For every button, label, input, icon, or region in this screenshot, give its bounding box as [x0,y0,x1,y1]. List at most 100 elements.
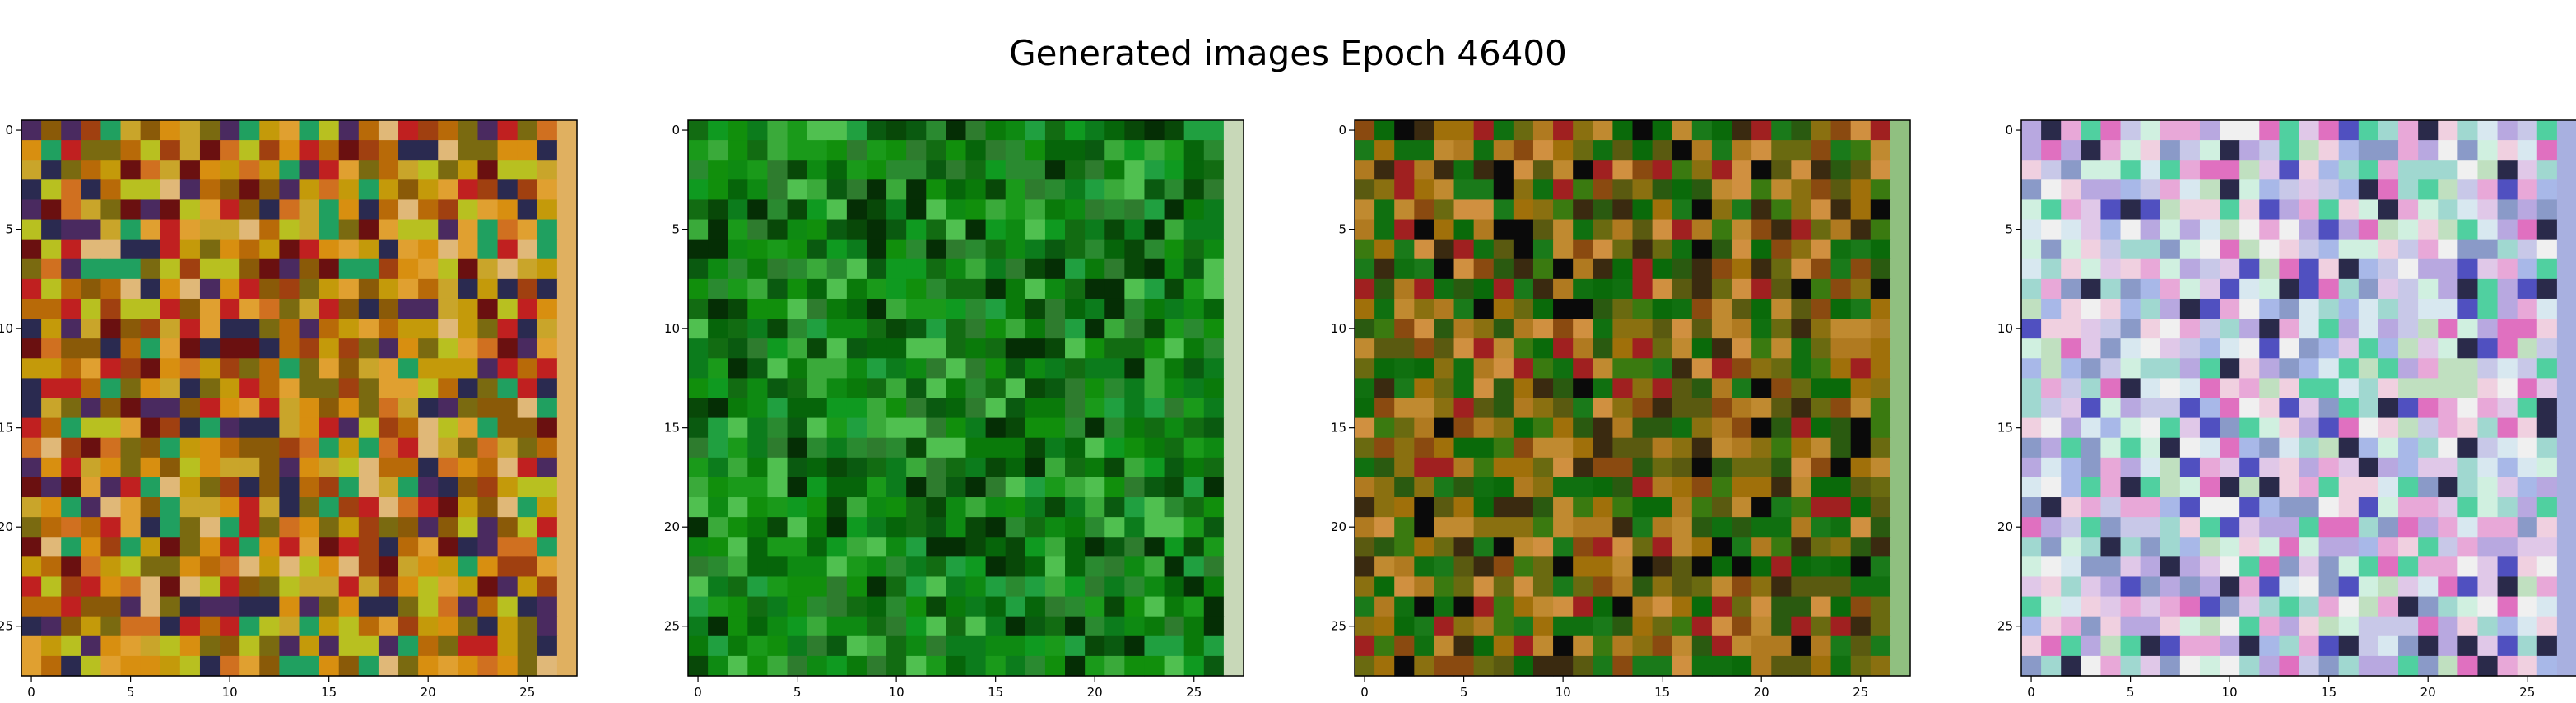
pixel-cell [2497,258,2518,280]
pixel-cell [1124,378,1146,399]
pixel-cell [767,378,788,399]
pixel-cell [2081,219,2102,240]
pixel-cell [2497,616,2518,637]
pixel-cell [1434,398,1455,419]
pixel-cell [2556,517,2576,538]
pixel-cell [1672,199,1693,221]
pixel-cell [846,556,867,578]
pixel-cell [1473,616,1495,637]
pixel-cell [985,497,1007,518]
pixel-cell [1453,517,1475,538]
pixel-cell [418,517,439,538]
pixel-cell [1711,199,1732,221]
pixel-cell [2259,258,2280,280]
pixel-cell [199,120,221,141]
pixel-cell [1850,338,1872,359]
pixel-cell [1553,239,1574,260]
pixel-cell [965,219,987,240]
pixel-cell [438,517,458,538]
pixel-cell [866,219,887,240]
pixel-cell [497,160,518,180]
figure-title: Generated images Epoch 46400 [1009,33,1567,73]
pixel-cell [1632,298,1653,319]
pixel-cell [688,338,709,359]
pixel-cell [2517,179,2538,201]
pixel-cell [338,457,360,478]
pixel-cell [299,417,320,439]
pixel-cell [239,298,260,319]
pixel-cell [2140,278,2161,300]
pixel-cell [1025,556,1046,578]
pixel-cell [2081,437,2102,459]
pixel-cell [2239,338,2260,359]
pixel-cell [1394,576,1415,598]
pixel-cell [2220,655,2240,677]
pixel-cell [1513,576,1534,598]
pixel-cell [61,537,81,557]
pixel-cell [1223,278,1244,300]
pixel-cell [41,655,62,677]
pixel-cell [160,457,181,478]
pixel-cell [1203,417,1225,439]
pixel-cell [2120,457,2141,478]
pixel-cell [418,477,439,498]
pixel-cell [2179,457,2201,478]
pixel-cell [1870,278,1891,300]
pixel-cell [477,556,499,578]
pixel-cell [886,219,907,240]
pixel-cell [2477,398,2499,419]
pixel-cell [2378,417,2399,439]
pixel-cell [2438,616,2458,637]
pixel-cell [1811,160,1832,180]
x-tick-label: 20 [421,685,436,700]
pixel-cell [1394,140,1415,161]
x-tick-label: 15 [2321,685,2337,700]
pixel-cell [1355,338,1375,359]
pixel-cell [965,655,987,677]
pixel-cell [728,120,748,141]
pixel-cell [1183,298,1205,319]
pixel-cell [378,477,399,498]
pixel-cell [2517,576,2538,598]
pixel-cell [2477,258,2499,280]
pixel-cell [120,596,142,617]
x-tick-label: 25 [1853,685,1868,700]
pixel-cell [2041,398,2062,419]
pixel-cell [1085,655,1105,677]
pixel-cell [1632,616,1653,637]
pixel-cell [2318,635,2340,657]
pixel-cell [2220,239,2240,260]
pixel-cell [81,477,102,498]
pixel-cell [2179,398,2201,419]
pixel-cell [120,537,142,557]
pixel-cell [2120,537,2141,557]
pixel-cell [946,278,967,300]
pixel-cell [418,537,439,557]
pixel-cell [1085,537,1105,557]
pixel-cell [1612,319,1634,339]
pixel-cell [358,258,379,280]
pixel-cell [846,298,867,319]
pixel-cell [239,655,260,677]
pixel-cell [1203,298,1225,319]
pixel-cell [1085,635,1105,657]
pixel-cell [2299,537,2320,557]
y-tick-label: 5 [1338,222,1346,237]
pixel-cell [1473,160,1495,180]
pixel-cell [985,437,1007,459]
pixel-cell [140,199,161,221]
pixel-cell [1830,219,1852,240]
pixel-cell [160,239,181,260]
pixel-cell [2279,398,2300,419]
pixel-cell [1144,477,1165,498]
pixel-cell [1672,179,1693,201]
pixel-cell [2438,239,2458,260]
pixel-cell [2299,556,2320,578]
pixel-cell [398,616,419,637]
pixel-cell [1711,239,1732,260]
x-tick-label: 15 [1654,685,1670,700]
pixel-cell [1044,596,1066,617]
pixel-cell [1044,635,1066,657]
pixel-cell [319,338,340,359]
pixel-cell [279,596,300,617]
